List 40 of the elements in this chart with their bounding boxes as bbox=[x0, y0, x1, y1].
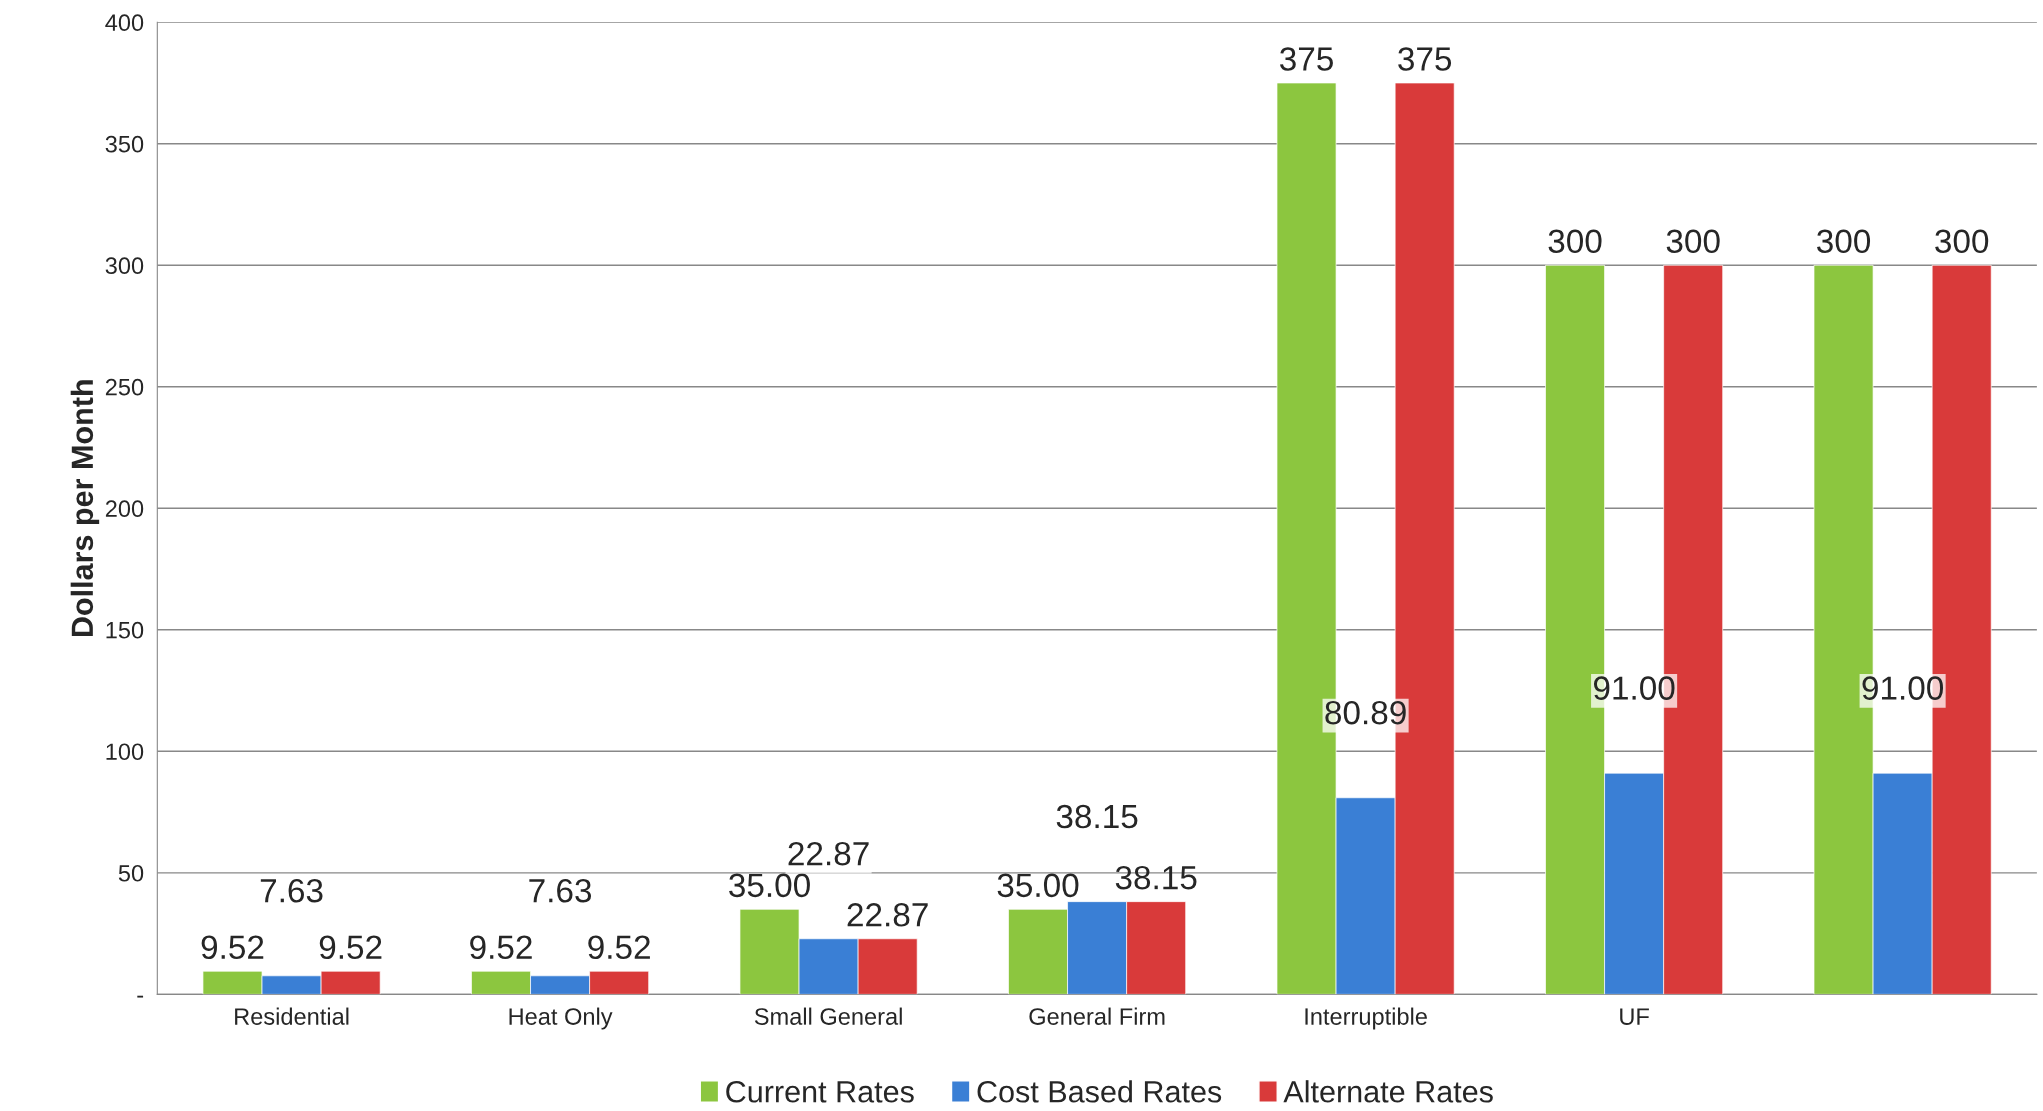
data-label: 91.00 bbox=[1862, 676, 1944, 700]
data-label: 35.00 bbox=[729, 873, 810, 898]
data-label: 9.52 bbox=[588, 935, 650, 960]
data-label: 300 bbox=[1666, 229, 1720, 254]
data-label: 375 bbox=[1398, 47, 1452, 71]
data-label: 80.89 bbox=[1325, 700, 1406, 725]
y-tick-label: 200 bbox=[105, 500, 144, 518]
data-label: 7.63 bbox=[529, 878, 592, 903]
y-tick-label: 100 bbox=[106, 743, 144, 761]
y-tick-label: 350 bbox=[105, 135, 144, 153]
data-label: 91.00 bbox=[1593, 676, 1675, 700]
y-tick-label: 400 bbox=[105, 14, 144, 32]
x-tick-label: Residential bbox=[235, 1007, 349, 1025]
legend-label: Cost Based Rates bbox=[977, 1080, 1222, 1103]
data-label: 9.52 bbox=[470, 935, 532, 960]
x-tick-label: Heat Only bbox=[509, 1007, 613, 1030]
y-tick-label: 250 bbox=[105, 378, 144, 396]
y-tick-label: 150 bbox=[106, 621, 144, 639]
y-tick-label: - bbox=[137, 995, 144, 998]
x-tick-label: Interruptible bbox=[1305, 1007, 1427, 1030]
data-label: 300 bbox=[1548, 229, 1602, 254]
data-label: 9.52 bbox=[319, 935, 382, 960]
data-label: 375 bbox=[1279, 47, 1333, 71]
y-tick-label: 300 bbox=[105, 257, 144, 275]
data-label: 9.52 bbox=[201, 935, 264, 960]
data-label: 35.00 bbox=[997, 873, 1079, 898]
legend-label: Current Rates bbox=[726, 1080, 914, 1103]
data-label: 7.63 bbox=[260, 878, 323, 903]
data-label: 22.87 bbox=[847, 903, 928, 927]
y-axis-title: Dollars per Month bbox=[70, 380, 100, 637]
x-tick-label: General Firm bbox=[1029, 1007, 1165, 1025]
data-label: 300 bbox=[1817, 229, 1871, 254]
legend-label: Alternate Rates bbox=[1283, 1080, 1493, 1103]
data-label: 38.15 bbox=[1056, 804, 1138, 829]
data-label: 300 bbox=[1935, 229, 1989, 254]
x-tick-label: Small General bbox=[754, 1007, 902, 1025]
data-label: 22.87 bbox=[788, 841, 869, 866]
data-label: 38.15 bbox=[1115, 865, 1197, 890]
y-tick-label: 50 bbox=[118, 864, 144, 882]
x-tick-label: UF bbox=[1620, 1008, 1649, 1025]
